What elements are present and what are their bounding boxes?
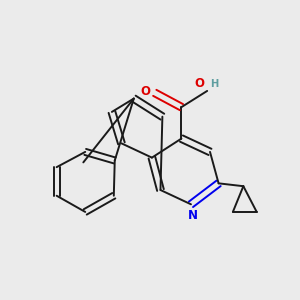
- Text: H: H: [210, 79, 218, 89]
- Text: O: O: [194, 76, 204, 89]
- Text: N: N: [188, 209, 197, 222]
- Text: O: O: [140, 85, 151, 98]
